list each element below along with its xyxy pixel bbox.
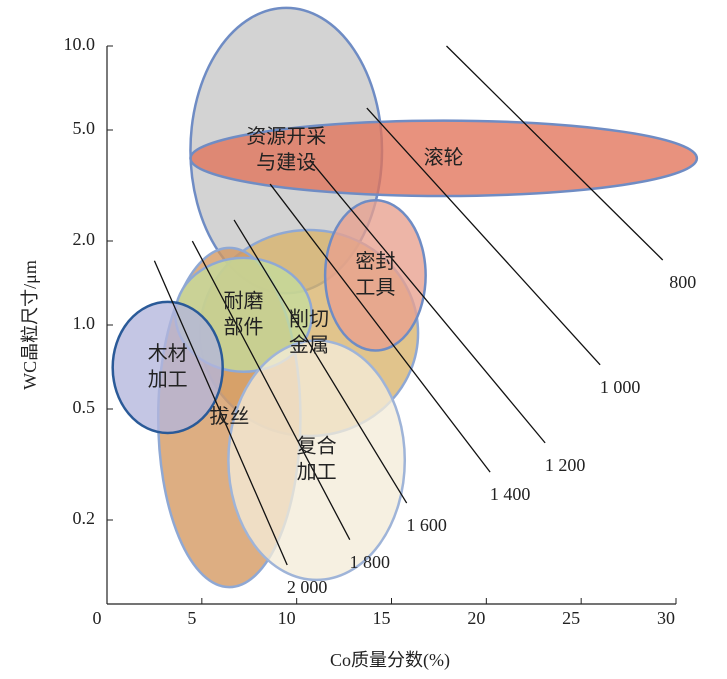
region-label: 密封 [355,249,395,273]
y-tick-label: 10.0 [64,34,96,54]
y-tick-label: 0.5 [73,397,96,417]
region-label: 耐磨 [224,288,264,312]
regions [111,6,699,589]
x-axis-label: Co质量分数(%) [330,650,450,671]
x-tick-label: 30 [657,608,675,628]
region-label: 与建设 [256,150,316,174]
region-label: 拔丝 [209,404,249,428]
region-label: 复合 [297,434,337,458]
hardness-label: 1 600 [406,515,447,535]
region-label: 滚轮 [424,145,464,169]
hardness-line [366,107,601,366]
hardness-label: 1 000 [600,377,641,397]
region [323,198,427,352]
x-tick-label: 15 [373,608,391,628]
y-tick-label: 5.0 [73,118,96,138]
region-label: 工具 [355,275,395,299]
region-label: 金属 [289,333,329,357]
x-tick-label: 20 [467,608,485,628]
x-tick-label: 25 [562,608,580,628]
y-axis-label: WC晶粒尺寸/μm [20,260,40,390]
hardness-lines [153,45,664,566]
hardness-label: 1 800 [350,552,391,572]
region-label: 资源开采 [246,124,326,148]
x-tick-label: 5 [187,608,196,628]
x-tick-label: 10 [278,608,296,628]
region-label: 部件 [224,314,264,338]
region-label: 加工 [297,460,337,484]
y-tick-label: 0.2 [73,508,96,528]
hardness-line [153,260,288,566]
hardness-label: 2 000 [287,577,328,597]
x-tick-label: 0 [93,608,102,628]
region-label: 加工 [148,367,188,391]
y-tick-label: 2.0 [73,229,96,249]
hardness-line [269,183,491,473]
hardness-label: 1 400 [490,484,531,504]
hardness-line [446,45,664,261]
region [111,300,224,435]
hardness-line [191,240,351,541]
region-label: 削切 [289,307,329,331]
region [227,339,407,582]
region [189,119,699,198]
hardness-line [233,219,408,504]
hardness-line [309,159,546,444]
y-tick-label: 1.0 [73,313,96,333]
hardness-label: 1 200 [545,455,586,475]
region-label: 木材 [148,341,188,365]
hardness-label: 800 [669,272,696,292]
